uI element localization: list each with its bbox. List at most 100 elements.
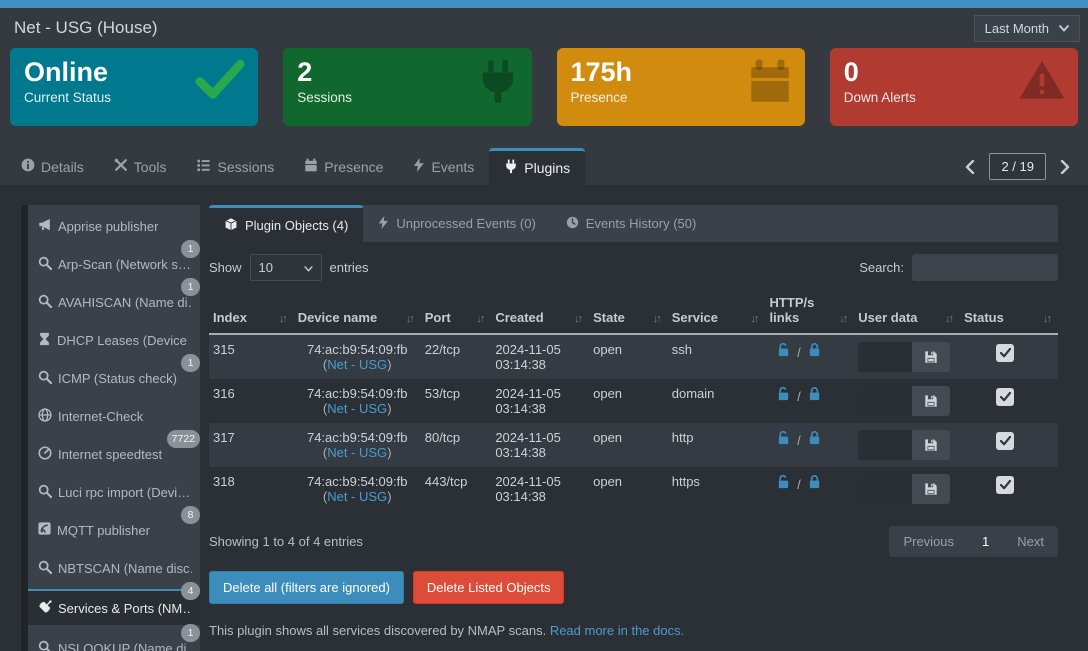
tab-label: Events History (50) <box>585 216 697 231</box>
slash-separator: / <box>797 433 801 448</box>
tab-unprocessed-events[interactable]: Unprocessed Events (0) <box>363 205 550 242</box>
status-checkbox[interactable] <box>996 388 1015 406</box>
tab-label: Unprocessed Events (0) <box>396 216 536 231</box>
tab-plugins[interactable]: Plugins <box>489 148 586 185</box>
status-cards: Online Current Status 2 Sessions 175h Pr… <box>10 48 1078 126</box>
cell-status <box>960 334 1058 379</box>
tools-icon <box>114 158 128 175</box>
period-selector[interactable]: Last Month <box>973 14 1080 42</box>
pager-position[interactable]: 2 / 19 <box>989 153 1046 180</box>
sidebar-item-arp-scan[interactable]: Arp-Scan (Network s… 1 <box>28 240 200 279</box>
lock-icon[interactable] <box>807 343 822 360</box>
next-page-button[interactable]: Next <box>1017 534 1044 549</box>
cell-service: https <box>671 474 700 489</box>
unlock-icon[interactable] <box>776 474 791 492</box>
info-icon <box>21 158 35 175</box>
tab-events[interactable]: Events <box>398 148 489 185</box>
column-header-device-name[interactable]: Device name ↓↑ <box>293 291 421 335</box>
column-header-user-data[interactable]: User data ↓↑ <box>854 291 961 335</box>
user-data-input[interactable] <box>858 430 913 460</box>
sidebar-item-internet-speedtest[interactable]: Internet speedtest 7722 <box>28 430 200 469</box>
cell-device-name: 74:ac:b9:54:09:fb (Net - USG) <box>293 423 421 467</box>
cell-created: 2024-11-05 03:14:38 <box>491 334 590 379</box>
cell-status <box>960 467 1058 511</box>
unlock-icon[interactable] <box>776 386 791 404</box>
column-header-created[interactable]: Created ↓↑ <box>491 291 590 335</box>
device-link[interactable]: Net - USG <box>327 357 388 372</box>
user-data-input[interactable] <box>858 386 913 416</box>
lock-icon[interactable] <box>807 387 822 404</box>
delete-all-button[interactable]: Delete all (filters are ignored) <box>209 571 404 604</box>
search-input[interactable] <box>912 254 1058 281</box>
hourglass-icon <box>38 332 51 349</box>
save-user-data-button[interactable] <box>912 386 951 416</box>
status-checkbox[interactable] <box>996 432 1015 450</box>
device-link[interactable]: Net - USG <box>327 445 388 460</box>
presence-card: 175h Presence <box>556 48 805 126</box>
user-data-input[interactable] <box>858 474 913 504</box>
device-mac: 74:ac:b9:54:09:fb <box>306 386 408 401</box>
chevron-right-icon[interactable] <box>1056 156 1074 178</box>
tab-tools[interactable]: Tools <box>99 148 182 185</box>
count-badge: 1 <box>181 354 200 372</box>
tab-presence[interactable]: Presence <box>289 148 398 185</box>
sidebar-item-avahiscan[interactable]: AVAHISCAN (Name di… 1 <box>28 278 200 317</box>
tab-events-history[interactable]: Events History (50) <box>551 205 712 242</box>
delete-listed-button[interactable]: Delete Listed Objects <box>412 571 565 604</box>
column-header-status[interactable]: Status ↓↑ <box>960 291 1058 335</box>
cell-port: 443/tcp <box>424 474 468 489</box>
user-data-input[interactable] <box>858 342 913 372</box>
save-user-data-button[interactable] <box>912 430 951 460</box>
cell-created: 2024-11-05 03:14:38 <box>491 423 590 467</box>
cube-icon <box>224 216 238 234</box>
docs-link[interactable]: Read more in the docs. <box>549 623 685 638</box>
sort-icon: ↓↑ <box>405 313 415 325</box>
paren: ) <box>387 445 392 460</box>
down-alerts-value: 0 <box>843 57 859 87</box>
save-user-data-button[interactable] <box>912 342 951 372</box>
page-size-select[interactable]: 10 <box>249 254 322 281</box>
count-badge: 4 <box>181 582 200 600</box>
sidebar-item-label: Apprise publisher <box>58 218 159 234</box>
sidebar-item-icmp[interactable]: ICMP (Status check) 1 <box>28 354 200 393</box>
status-checkbox[interactable] <box>996 476 1015 494</box>
device-link[interactable]: Net - USG <box>327 489 388 504</box>
sidebar-item-mqtt-publisher[interactable]: MQTT publisher 8 <box>28 506 200 545</box>
table-controls: Show 10 entries Search: <box>209 254 1058 281</box>
device-mac: 74:ac:b9:54:09:fb <box>306 342 408 357</box>
sidebar-item-luci-rpc-import[interactable]: Luci rpc import (Devi… <box>28 477 200 507</box>
tab-label: Sessions <box>217 158 275 175</box>
count-badge: 7722 <box>166 430 200 448</box>
tab-plugin-objects[interactable]: Plugin Objects (4) <box>209 205 364 242</box>
unlock-icon[interactable] <box>776 430 791 448</box>
sidebar-item-services-and-ports[interactable]: Services & Ports (NM… 4 <box>28 582 200 625</box>
sidebar-item-internet-check[interactable]: Internet-Check <box>28 401 200 431</box>
page-number-button[interactable]: 1 <box>982 534 990 549</box>
column-header-service[interactable]: Service ↓↑ <box>667 291 766 335</box>
lock-icon[interactable] <box>807 475 822 492</box>
sidebar-item-nbtscan[interactable]: NBTSCAN (Name disc… <box>28 553 200 583</box>
entries-label: entries <box>329 260 369 275</box>
previous-page-button[interactable]: Previous <box>903 534 955 549</box>
cell-created: 2024-11-05 03:14:38 <box>495 386 561 416</box>
column-header-index[interactable]: Index ↓↑ <box>209 291 294 335</box>
sidebar-item-dhcp-leases[interactable]: DHCP Leases (Device … <box>28 325 200 355</box>
sidebar-item-apprise-publisher[interactable]: Apprise publisher <box>28 211 200 241</box>
paren: ( <box>322 401 328 416</box>
column-header-port[interactable]: Port ↓↑ <box>420 291 492 335</box>
sessions-value: 2 <box>297 57 313 87</box>
sort-icon: ↓↑ <box>945 313 954 325</box>
column-header-state[interactable]: State ↓↑ <box>589 291 668 335</box>
column-header-http-links[interactable]: HTTP/s links ↓↑ <box>765 291 855 335</box>
tab-details[interactable]: Details <box>6 148 99 185</box>
unlock-icon[interactable] <box>776 342 791 360</box>
status-checkbox[interactable] <box>996 344 1015 362</box>
save-user-data-button[interactable] <box>912 474 951 504</box>
tab-sessions[interactable]: Sessions <box>181 148 289 185</box>
down-alerts-card: 0 Down Alerts <box>829 48 1078 126</box>
rss-icon <box>38 522 51 538</box>
chevron-left-icon[interactable] <box>961 156 979 178</box>
lock-icon[interactable] <box>807 431 822 448</box>
device-link[interactable]: Net - USG <box>327 401 388 416</box>
sidebar-item-nslookup[interactable]: NSLOOKUP (Name di… 1 <box>28 624 200 651</box>
